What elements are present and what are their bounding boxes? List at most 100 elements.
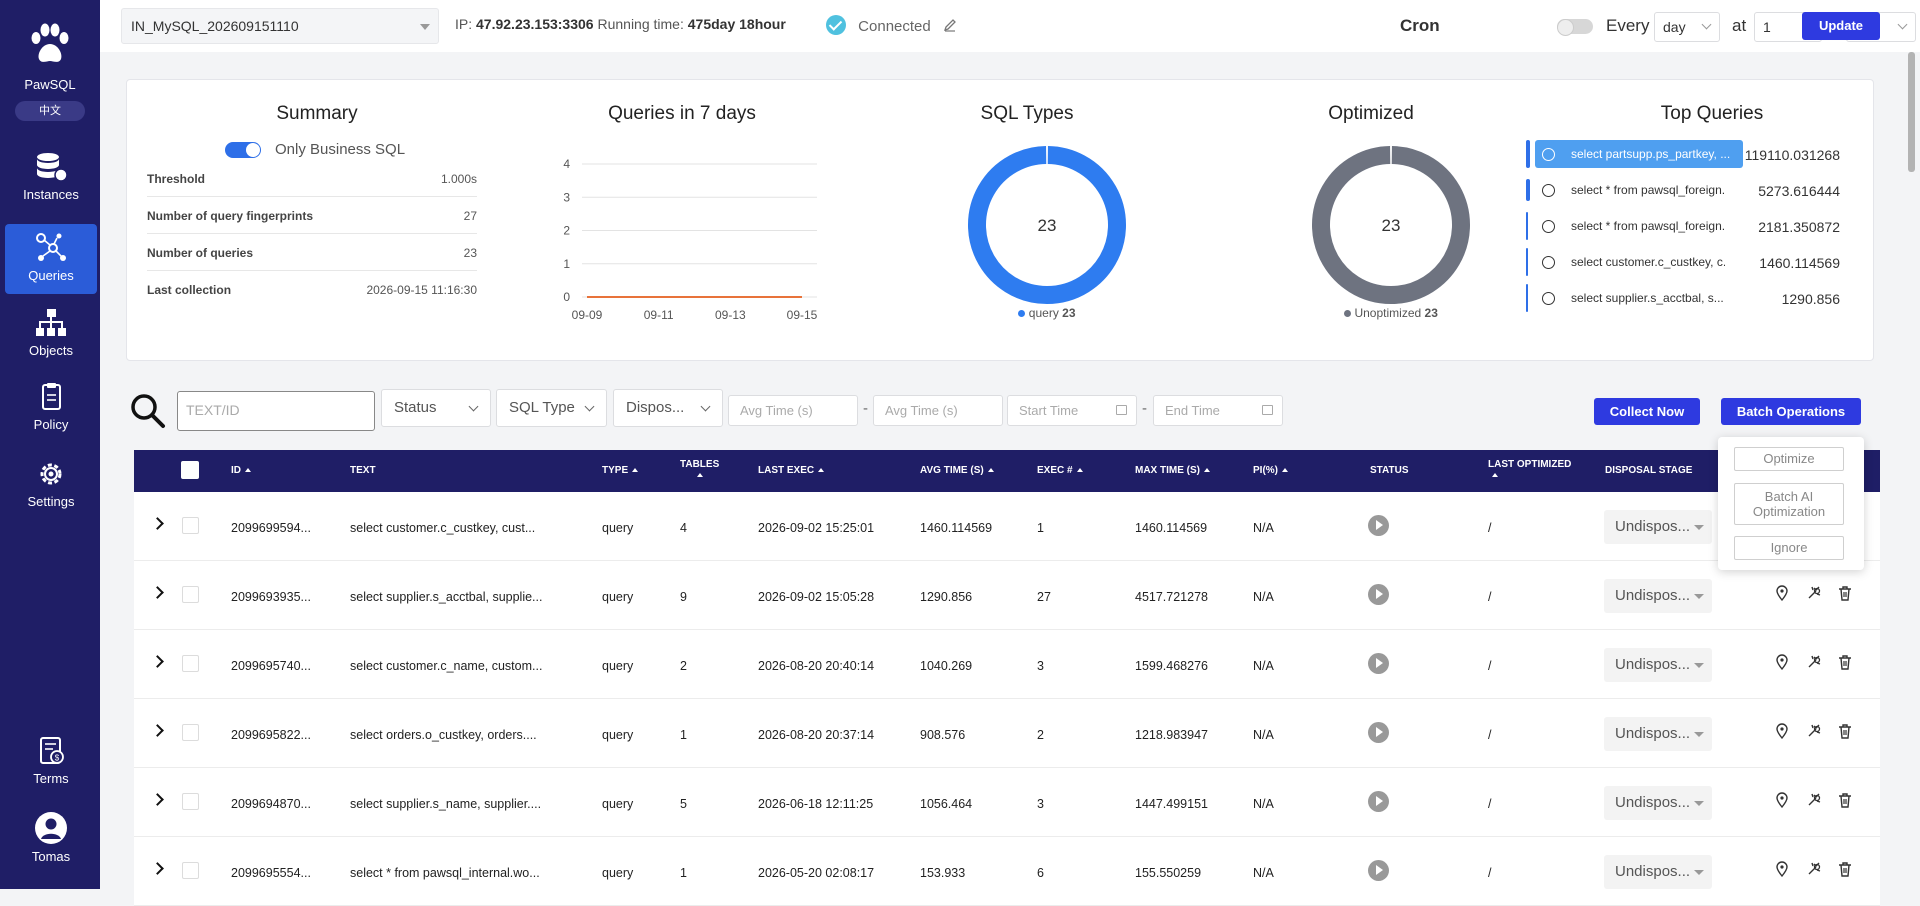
row-text[interactable]: select * from pawsql_internal.wo... (350, 866, 540, 880)
play-icon[interactable] (1368, 722, 1389, 743)
row-checkbox[interactable] (182, 586, 199, 603)
location-pin-icon[interactable] (1775, 723, 1789, 739)
instance-select[interactable]: IN_MySQL_202609151110 (121, 8, 439, 44)
top-query-item[interactable]: select customer.c_custkey, c... 1460.114… (1526, 248, 1856, 276)
disposal-stage-select[interactable]: Undispos... (1604, 648, 1712, 682)
disposal-stage-select[interactable]: Undispos... (1604, 855, 1712, 889)
page-scrollbar[interactable] (1908, 52, 1915, 889)
optimize-icon[interactable] (1806, 792, 1822, 808)
play-icon[interactable] (1368, 860, 1389, 881)
sort-icon (1282, 468, 1288, 472)
trash-icon[interactable] (1838, 861, 1852, 877)
col-avg-time[interactable]: AVG TIME (S) (920, 465, 994, 476)
update-button[interactable]: Update (1802, 12, 1880, 40)
col-pi[interactable]: PI(%) (1253, 465, 1288, 476)
language-toggle[interactable]: 中文 (15, 101, 85, 121)
expand-icon[interactable] (151, 793, 164, 806)
batch-optimize-button[interactable]: Optimize (1734, 447, 1844, 471)
search-icon[interactable] (130, 393, 166, 429)
col-last-optimized[interactable]: LAST OPTIMIZED (1488, 459, 1571, 481)
status-filter[interactable]: Status (381, 389, 491, 427)
collect-now-button[interactable]: Collect Now (1594, 398, 1700, 425)
start-time-input[interactable]: Start Time (1007, 395, 1137, 426)
expand-icon[interactable] (151, 517, 164, 530)
user-menu[interactable]: Tomas (5, 805, 97, 875)
optimize-icon[interactable] (1806, 585, 1822, 601)
optimize-icon[interactable] (1806, 723, 1822, 739)
col-last-exec[interactable]: LAST EXEC (758, 465, 825, 476)
scrollbar-thumb[interactable] (1908, 52, 1915, 172)
table-row[interactable]: 2099695554... select * from pawsql_inter… (134, 837, 1880, 906)
row-text[interactable]: select customer.c_name, custom... (350, 659, 543, 673)
nav-terms[interactable]: $ Terms (5, 729, 97, 799)
top-query-item[interactable]: select partsupp.ps_partkey, ... 119110.0… (1526, 140, 1856, 168)
table-row[interactable]: 2099699594... select customer.c_custkey,… (134, 492, 1880, 561)
trash-icon[interactable] (1838, 723, 1852, 739)
every-select[interactable]: day (1654, 12, 1720, 42)
row-checkbox[interactable] (182, 655, 199, 672)
table-row[interactable]: 2099693935... select supplier.s_acctbal,… (134, 561, 1880, 630)
nav-instances[interactable]: Instances (5, 145, 97, 215)
nav-policy[interactable]: Policy (5, 375, 97, 445)
row-text[interactable]: select supplier.s_acctbal, supplie... (350, 590, 543, 604)
top-query-item[interactable]: select * from pawsql_foreign... 5273.616… (1526, 176, 1856, 204)
row-checkbox[interactable] (182, 793, 199, 810)
row-text[interactable]: select orders.o_custkey, orders.... (350, 728, 537, 742)
location-pin-icon[interactable] (1775, 654, 1789, 670)
expand-icon[interactable] (151, 724, 164, 737)
expand-icon[interactable] (151, 655, 164, 668)
nav-label: Queries (28, 268, 74, 283)
location-pin-icon[interactable] (1775, 585, 1789, 601)
select-all-checkbox[interactable] (181, 461, 199, 479)
disposal-stage-select[interactable]: Undispos... (1604, 717, 1712, 751)
optimize-icon[interactable] (1806, 861, 1822, 877)
location-pin-icon[interactable] (1775, 792, 1789, 808)
play-icon[interactable] (1368, 653, 1389, 674)
avg-time-min-input[interactable]: Avg Time (s) (728, 395, 858, 426)
row-checkbox[interactable] (182, 517, 199, 534)
nav-objects[interactable]: Objects (5, 301, 97, 371)
batch-operations-button[interactable]: Batch Operations (1721, 398, 1861, 425)
col-exec[interactable]: EXEC # (1037, 465, 1083, 476)
top-query-item[interactable]: select supplier.s_acctbal, s... 1290.856 (1526, 284, 1856, 312)
col-tables[interactable]: TABLES (680, 459, 719, 481)
business-sql-toggle[interactable] (225, 142, 261, 158)
expand-icon[interactable] (151, 862, 164, 875)
table-row[interactable]: 2099695740... select customer.c_name, cu… (134, 630, 1880, 699)
avg-time-max-input[interactable]: Avg Time (s) (873, 395, 1003, 426)
optimize-icon[interactable] (1806, 654, 1822, 670)
trash-icon[interactable] (1838, 654, 1852, 670)
nav-queries[interactable]: Queries (5, 224, 97, 294)
search-input[interactable]: TEXT/ID (177, 391, 375, 431)
nav-settings[interactable]: Settings (5, 452, 97, 522)
trash-icon[interactable] (1838, 585, 1852, 601)
disposal-stage-select[interactable]: Undispos... (1604, 510, 1712, 544)
row-text[interactable]: select supplier.s_name, supplier.... (350, 797, 542, 811)
row-checkbox[interactable] (182, 862, 199, 879)
col-max-time[interactable]: MAX TIME (S) (1135, 465, 1210, 476)
table-row[interactable]: 2099694870... select supplier.s_name, su… (134, 768, 1880, 837)
col-type[interactable]: TYPE (602, 465, 639, 476)
row-text[interactable]: select customer.c_custkey, cust... (350, 521, 536, 535)
table-row[interactable]: 2099695822... select orders.o_custkey, o… (134, 699, 1880, 768)
play-icon[interactable] (1368, 584, 1389, 605)
end-time-input[interactable]: End Time (1153, 395, 1283, 426)
top-query-item[interactable]: select * from pawsql_foreign... 2181.350… (1526, 212, 1856, 240)
disposal-stage-select[interactable]: Undispos... (1604, 786, 1712, 820)
arrow-circle-icon (1542, 256, 1555, 269)
row-checkbox[interactable] (182, 724, 199, 741)
disposal-filter[interactable]: Dispos... (613, 389, 723, 427)
brand[interactable]: PawSQL (0, 22, 100, 92)
batch-ignore-button[interactable]: Ignore (1734, 536, 1844, 560)
edit-icon[interactable] (943, 18, 957, 32)
sql-type-filter[interactable]: SQL Type (496, 389, 607, 427)
location-pin-icon[interactable] (1775, 861, 1789, 877)
play-icon[interactable] (1368, 515, 1389, 536)
disposal-stage-select[interactable]: Undispos... (1604, 579, 1712, 613)
col-id[interactable]: ID (231, 465, 251, 476)
play-icon[interactable] (1368, 791, 1389, 812)
expand-icon[interactable] (151, 586, 164, 599)
cron-toggle[interactable] (1557, 19, 1593, 36)
trash-icon[interactable] (1838, 792, 1852, 808)
batch-ai-optimization-button[interactable]: Batch AI Optimization (1734, 483, 1844, 525)
